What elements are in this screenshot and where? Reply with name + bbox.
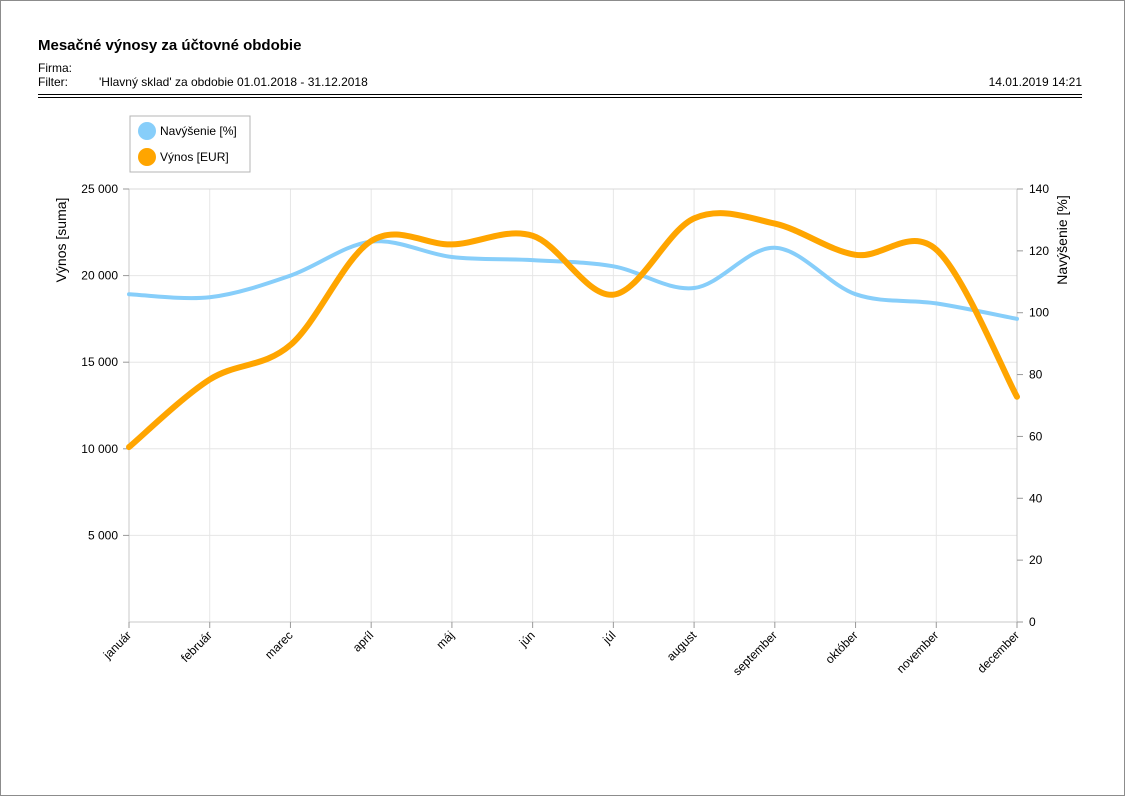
y-axis-title: Výnos [suma]	[53, 198, 69, 283]
chart-grid	[129, 188, 1017, 622]
filter-value: 'Hlavný sklad' za obdobie 01.01.2018 - 3…	[99, 75, 368, 89]
y2-axis-title: Navýšenie [%]	[1054, 195, 1070, 284]
header-rule-bottom	[38, 97, 1082, 98]
x-tick-label: máj	[433, 628, 457, 652]
data-point-vynos	[612, 294, 614, 296]
data-point-navysenie	[693, 287, 695, 289]
chart-legend: Navýšenie [%] Výnos [EUR]	[129, 115, 251, 173]
data-point-vynos	[289, 344, 292, 346]
chart-series	[126, 210, 1020, 451]
data-point-navysenie	[289, 275, 292, 277]
data-point-navysenie	[854, 293, 857, 295]
x-tick-label: august	[664, 628, 700, 664]
data-point-navysenie	[612, 265, 614, 267]
y-tick-label: 5 000	[88, 528, 118, 542]
header-rule-top	[38, 94, 1082, 95]
firm-label: Firma:	[38, 61, 72, 75]
data-point-vynos	[774, 223, 776, 225]
y2-tick-label: 0	[1029, 615, 1036, 629]
data-point-navysenie	[209, 296, 211, 298]
data-point-navysenie	[935, 302, 937, 305]
filter-label: Filter:	[38, 75, 68, 89]
x-tick-label: apríl	[350, 628, 376, 654]
x-tick-label: jún	[516, 628, 538, 650]
data-point-navysenie	[1016, 318, 1018, 320]
x-tick-label: november	[894, 628, 942, 676]
data-point-vynos	[128, 446, 130, 448]
legend-marker-vynos	[138, 148, 156, 166]
x-tick-label: december	[974, 628, 1022, 676]
y2-tick-label: 60	[1029, 429, 1043, 443]
data-point-vynos	[370, 240, 372, 242]
y-tick-label: 10 000	[81, 442, 118, 456]
data-point-vynos	[693, 217, 695, 220]
x-tick-label: október	[822, 628, 860, 666]
data-point-navysenie	[451, 256, 453, 258]
report-timestamp: 14.01.2019 14:21	[988, 75, 1082, 89]
report-title: Mesačné výnosy za účtovné obdobie	[38, 37, 302, 54]
y2-tick-label: 80	[1029, 368, 1043, 382]
data-point-navysenie	[774, 247, 776, 249]
data-point-vynos	[935, 249, 937, 251]
series-line-vynos	[126, 210, 1020, 451]
x-tick-label: február	[178, 628, 215, 665]
y2-tick-label: 40	[1029, 491, 1043, 505]
data-point-vynos	[1016, 396, 1018, 398]
data-point-navysenie	[532, 259, 534, 261]
x-tick-label: september	[730, 628, 780, 678]
y-tick-label: 25 000	[81, 182, 118, 196]
y-tick-label: 15 000	[81, 355, 118, 369]
data-point-vynos	[451, 243, 453, 246]
data-point-vynos	[532, 235, 534, 237]
y2-tick-label: 140	[1029, 182, 1049, 196]
x-tick-label: marec	[262, 628, 295, 661]
y2-tick-label: 120	[1029, 244, 1049, 258]
legend-label-navysenie: Navýšenie [%]	[160, 124, 237, 138]
y2-tick-label: 20	[1029, 553, 1043, 567]
data-point-vynos	[854, 254, 857, 256]
y-tick-label: 20 000	[81, 269, 118, 283]
x-tick-label: január	[100, 628, 134, 662]
chart-axes: 5 000 10 000 15 000 20 000 25 000 0 20 40 60 80 10…	[81, 182, 1049, 678]
x-tick-label: júl	[599, 628, 618, 647]
data-point-vynos	[209, 378, 211, 381]
legend-marker-navysenie	[138, 122, 156, 140]
data-point-navysenie	[128, 293, 130, 295]
legend-label-vynos: Výnos [EUR]	[160, 150, 229, 164]
y2-tick-label: 100	[1029, 306, 1049, 320]
series-line-navysenie	[127, 239, 1019, 321]
